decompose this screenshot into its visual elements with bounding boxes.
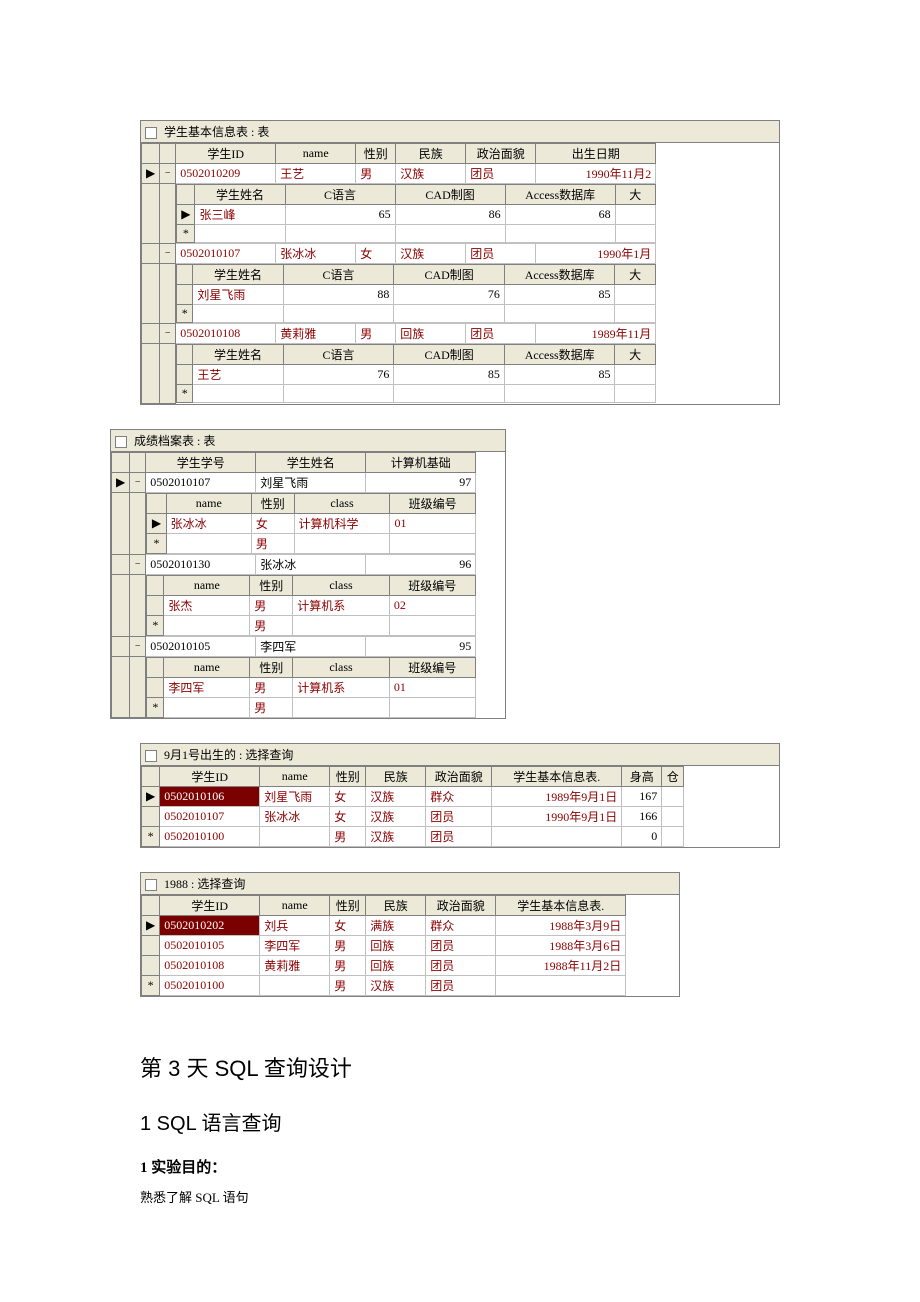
- window-title: 9月1号出生的 : 选择查询: [141, 744, 779, 766]
- heading-day3: 第 3 天 SQL 查询设计: [140, 1051, 780, 1083]
- heading-purpose: 1 实验目的：: [140, 1156, 780, 1177]
- t1-grid[interactable]: 学生IDname性别民族政治面貌出生日期▶−0502010209王艺男汉族团员1…: [141, 143, 656, 404]
- body-text: 熟悉了解 SQL 语句: [140, 1187, 780, 1206]
- score-archive-table: 成绩档案表 : 表 学生学号学生姓名计算机基础▶−0502010107刘星飞雨9…: [110, 429, 506, 720]
- window-title: 1988 : 选择查询: [141, 873, 679, 895]
- t4-grid[interactable]: 学生IDname性别民族政治面貌学生基本信息表.▶0502010202刘兵女满族…: [141, 895, 626, 996]
- title-text: 1988 : 选择查询: [164, 877, 245, 891]
- table-icon: [145, 127, 157, 139]
- t3-grid[interactable]: 学生IDname性别民族政治面貌学生基本信息表.身高仓▶0502010106刘星…: [141, 766, 684, 847]
- title-text: 9月1号出生的 : 选择查询: [164, 748, 293, 762]
- heading-sql-query: 1 SQL 语言查询: [140, 1107, 780, 1136]
- window-title: 成绩档案表 : 表: [111, 430, 505, 452]
- sept1-query: 9月1号出生的 : 选择查询 学生IDname性别民族政治面貌学生基本信息表.身…: [140, 743, 780, 848]
- query-1988: 1988 : 选择查询 学生IDname性别民族政治面貌学生基本信息表.▶050…: [140, 872, 680, 997]
- title-text: 学生基本信息表 : 表: [164, 125, 269, 139]
- table-icon: [115, 436, 127, 448]
- title-text: 成绩档案表 : 表: [134, 434, 215, 448]
- query-icon: [145, 750, 157, 762]
- query-icon: [145, 879, 157, 891]
- t2-grid[interactable]: 学生学号学生姓名计算机基础▶−0502010107刘星飞雨97name性别cla…: [111, 452, 476, 719]
- student-info-table: 学生基本信息表 : 表 学生IDname性别民族政治面貌出生日期▶−050201…: [140, 120, 780, 405]
- window-title: 学生基本信息表 : 表: [141, 121, 779, 143]
